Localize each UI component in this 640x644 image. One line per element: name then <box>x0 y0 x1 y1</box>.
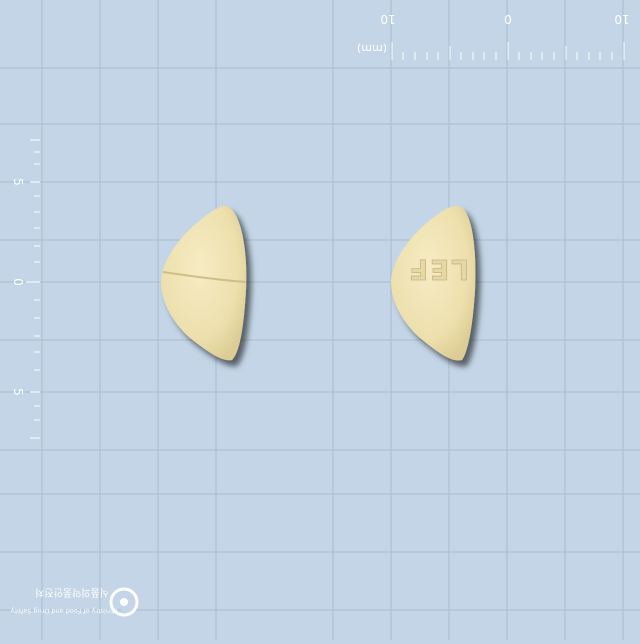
top-tick-label-right: 10 <box>614 12 629 26</box>
left-tick-label-top: 5 <box>11 178 25 186</box>
agency-name-english: Ministry of Food and Drug Safety <box>10 607 117 615</box>
tablet-back <box>390 205 476 361</box>
ruler-unit-label: (mm) <box>357 42 387 55</box>
top-tick-label-left: 10 <box>380 12 395 26</box>
left-ruler <box>26 139 40 439</box>
left-tick-label-center: 0 <box>11 278 25 286</box>
top-ruler <box>391 42 625 60</box>
agency-logo <box>109 587 139 617</box>
agency-name-korean: 식품의약품안전처 <box>35 586 109 598</box>
left-tick-label-bottom: 5 <box>11 388 25 396</box>
tablet-front <box>160 205 247 361</box>
tablet-imprint: LEF <box>407 253 469 286</box>
tablet-score-line <box>162 271 247 283</box>
top-tick-label-center: 0 <box>504 12 512 26</box>
